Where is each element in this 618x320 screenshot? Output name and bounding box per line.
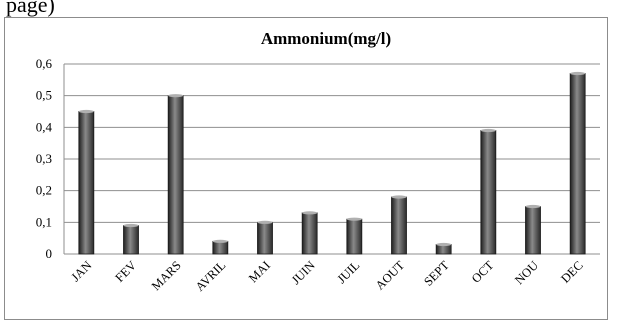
bar-cap <box>525 204 541 209</box>
x-tick-label: SEPT <box>421 258 452 289</box>
bar-fev <box>123 223 139 255</box>
x-tick-label: AVRIL <box>193 258 229 294</box>
chart-frame <box>4 17 608 320</box>
y-tick-label: 0,3 <box>36 151 52 166</box>
bar-cap <box>391 195 407 199</box>
y-tick-label: 0,1 <box>36 214 52 229</box>
bar-cap <box>570 71 586 76</box>
x-tick-label: MAI <box>246 258 273 285</box>
bar-cap <box>212 239 228 243</box>
gridlines <box>63 63 600 255</box>
bar-juin <box>301 211 318 255</box>
bar-oct <box>480 128 497 255</box>
bar-body <box>391 196 407 255</box>
bar-aout <box>391 195 407 255</box>
cropped-heading-text: page) <box>6 0 55 17</box>
bar-body <box>525 206 541 255</box>
bar-body <box>123 225 139 255</box>
y-tick-label: 0,6 <box>36 56 53 71</box>
bar-cap <box>78 109 94 114</box>
y-tick-label: 0,5 <box>36 88 52 103</box>
x-tick-label: OCT <box>469 258 497 286</box>
x-tick-label: NOU <box>512 258 541 287</box>
x-tick-label: JUIN <box>289 258 318 287</box>
bar-jan <box>78 109 95 255</box>
bar-cap <box>346 217 362 221</box>
bar-body <box>257 221 273 255</box>
x-tick-label: AOUT <box>373 258 408 293</box>
x-tick-label: JUIL <box>334 258 362 286</box>
x-tick-label: MARS <box>149 258 184 293</box>
bar-nou <box>525 204 541 255</box>
bar-cap <box>123 223 139 228</box>
bars <box>78 71 586 255</box>
y-tick-label: 0 <box>46 246 53 261</box>
x-axis-ticks: JAN FEV MARS AVRIL MAI JUIN JUIL AOUT SEPT OCT NOU… <box>68 258 585 294</box>
bar-juil <box>346 217 363 255</box>
bar-dec <box>569 71 586 255</box>
bar-cap <box>480 128 496 133</box>
chart-title: Ammonium(mg/l) <box>261 29 391 48</box>
bar-body <box>78 111 95 255</box>
x-tick-label: DEC <box>558 258 586 286</box>
x-tick-label: JAN <box>68 258 94 284</box>
bar-mai <box>257 220 273 255</box>
y-axis-ticks: 0 0,1 0,2 0,3 0,4 0,5 0,6 <box>36 56 53 261</box>
bar-sept <box>435 242 452 255</box>
bar-cap <box>168 94 184 98</box>
bar-body <box>212 240 229 255</box>
y-tick-label: 0,2 <box>36 183 52 198</box>
bar-body <box>301 212 318 255</box>
bar-cap <box>257 220 273 224</box>
bar-mars <box>167 94 184 255</box>
bar-body <box>569 73 586 255</box>
bar-body <box>346 218 363 255</box>
bar-cap <box>302 211 318 215</box>
bar-body <box>167 95 184 255</box>
y-tick-label: 0,4 <box>36 119 53 134</box>
x-tick-label: FEV <box>113 258 140 285</box>
bar-avril <box>212 239 229 255</box>
bar-body <box>480 130 497 255</box>
bar-cap <box>436 242 452 247</box>
